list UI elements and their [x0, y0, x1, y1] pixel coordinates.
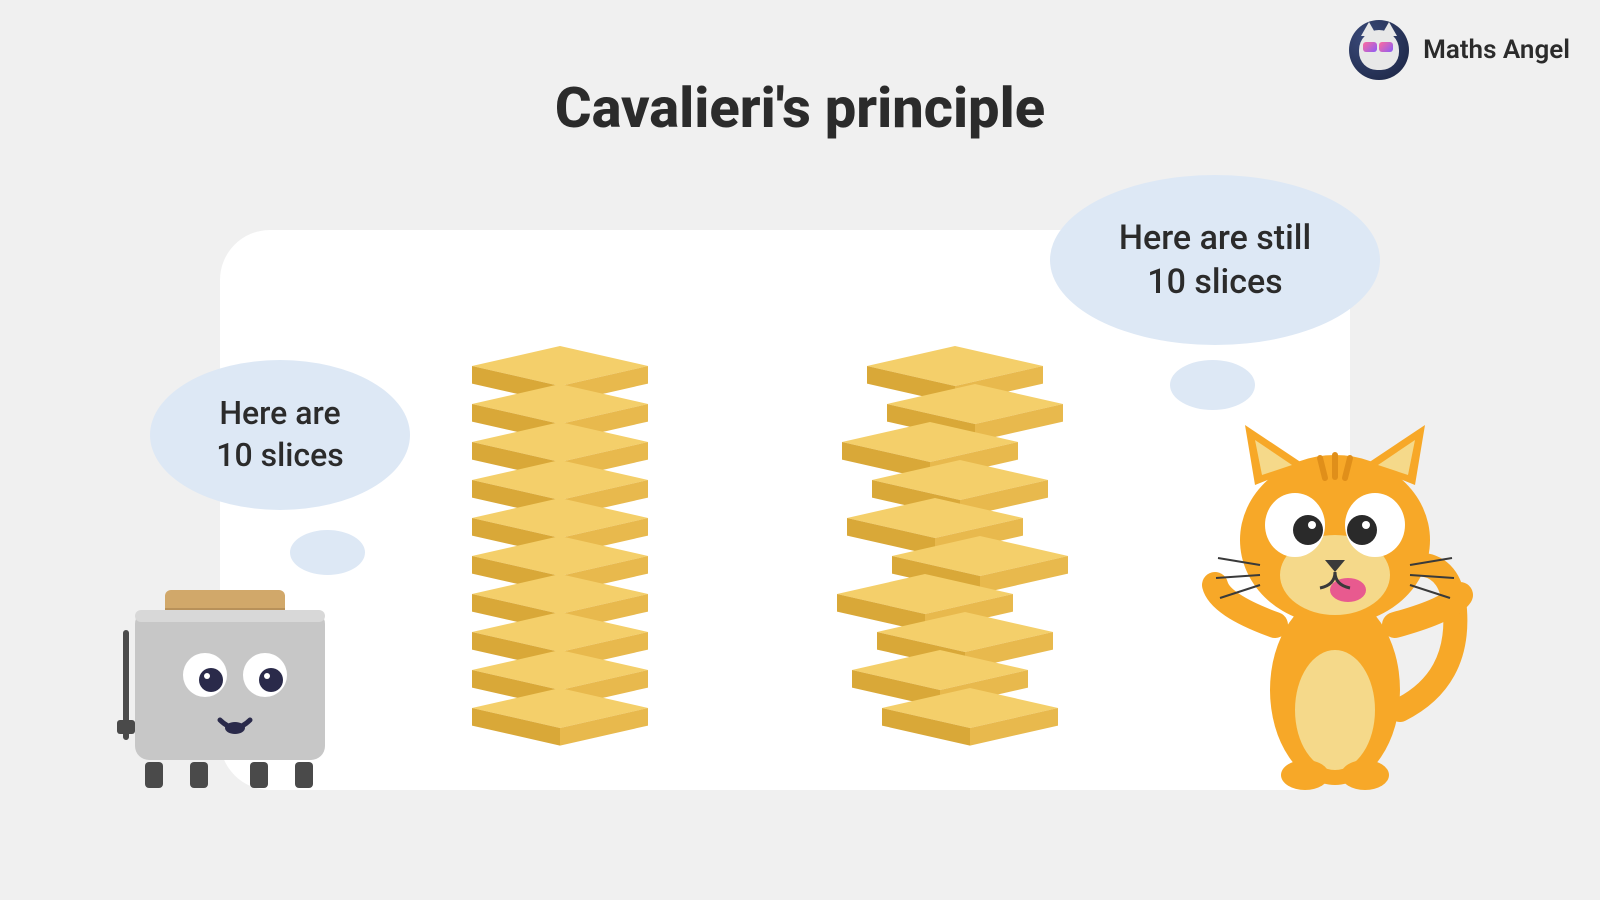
- speech-bubble-right-tail: [1170, 360, 1255, 410]
- toaster-character: [115, 580, 345, 800]
- bubble-right-line2: 10 slices: [1147, 260, 1282, 304]
- bubble-left-line1: Here are: [219, 393, 340, 435]
- brand-logo: Maths Angel: [1349, 20, 1570, 80]
- speech-bubble-left-tail: [290, 530, 365, 575]
- bubble-right-line1: Here are still: [1119, 216, 1311, 260]
- cat-character: [1200, 410, 1480, 790]
- brand-name: Maths Angel: [1423, 35, 1570, 65]
- page-title: Cavalieri's principle: [555, 75, 1045, 141]
- speech-bubble-left: Here are 10 slices: [150, 360, 410, 510]
- toast-slice: [850, 672, 1090, 752]
- logo-icon: [1349, 20, 1409, 80]
- toast-slice: [440, 672, 680, 752]
- bubble-left-line2: 10 slices: [216, 435, 343, 477]
- speech-bubble-right: Here are still 10 slices: [1050, 175, 1380, 345]
